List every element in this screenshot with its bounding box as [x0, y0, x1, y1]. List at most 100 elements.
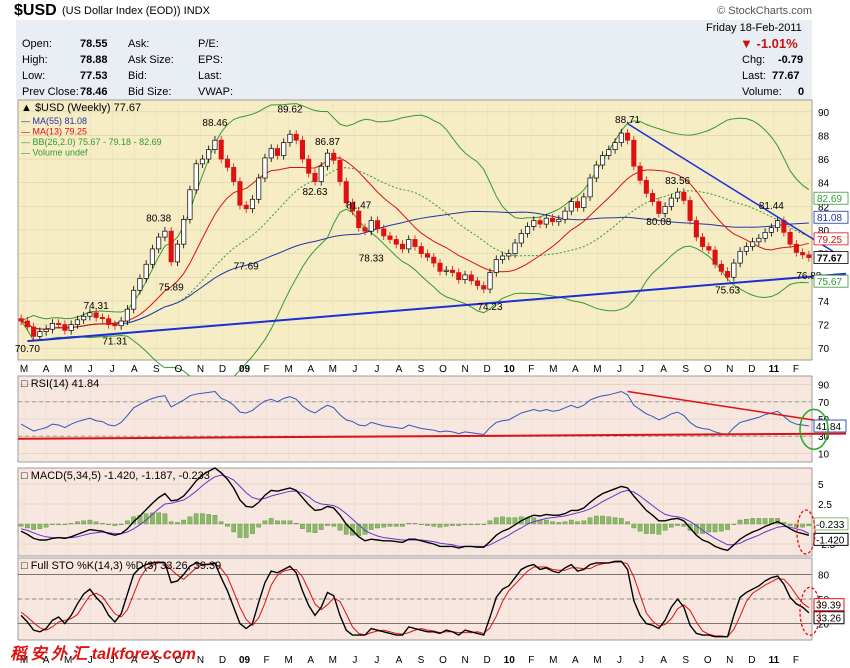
price-annotation-label: 80.08 [646, 217, 671, 228]
ma55-line [20, 210, 809, 330]
sto-d-line [20, 561, 810, 638]
macd-histogram-bar [381, 523, 387, 528]
candle-body [762, 232, 768, 239]
macd-histogram-bar [175, 522, 180, 525]
price-annotation-label: 75.63 [715, 286, 740, 297]
macd-histogram-bar [56, 523, 61, 525]
right-value-label: 82.69 [817, 194, 842, 205]
candle-body [800, 252, 806, 256]
change-pct-value: -1.01% [756, 36, 798, 51]
x-axis-label-bottom: A [131, 655, 138, 666]
sto-value-box [813, 598, 845, 612]
candle-body [593, 164, 599, 179]
candle-body [675, 191, 681, 199]
price-annotation-label: 76.88 [796, 271, 821, 282]
macd-histogram-bar [694, 523, 699, 534]
rsi-line [20, 390, 809, 436]
macd-histogram-bar [118, 523, 124, 525]
x-axis-label-bottom: 10 [504, 655, 516, 666]
symbol-name: (US Dollar Index (EOD)) [62, 5, 181, 17]
x-axis-label-bottom: J [352, 655, 357, 666]
ask-size-label: Ask Size: [128, 54, 174, 66]
candle-body [700, 236, 706, 247]
panel-0-ytick: 90 [818, 108, 830, 119]
candle-body [387, 235, 393, 240]
macd-value-label: -1.420 [816, 535, 845, 546]
x-axis-label: M [64, 364, 72, 375]
macd-histogram-bar [312, 523, 318, 533]
macd-histogram-bar [487, 520, 493, 525]
macd-histogram-bar [662, 523, 668, 531]
macd-signal-line [21, 474, 810, 547]
price-annotation-label: 82.63 [302, 187, 327, 198]
candle-body [631, 139, 637, 167]
candle-body [656, 201, 662, 214]
macd-histogram-bar [206, 514, 212, 525]
candle-body [706, 246, 712, 251]
macd-histogram-bar [631, 523, 637, 529]
x-axis-label: J [88, 364, 93, 375]
price-annotation-label: 71.31 [102, 337, 127, 348]
sto-k-line [20, 560, 810, 638]
candle-body [412, 239, 418, 247]
panel-2-ytick: 2.5 [818, 500, 832, 511]
candle-body [131, 289, 137, 310]
macd-histogram-bar [431, 523, 437, 527]
candle-body [156, 236, 162, 250]
price-annotation-label: 70.70 [15, 344, 40, 355]
candle-body [406, 239, 412, 250]
panel-1-ytick: 90 [818, 381, 830, 392]
x-axis-label-bottom: M [593, 655, 601, 666]
x-axis-label-bottom: D [748, 655, 755, 666]
macd-histogram-bar [618, 518, 624, 525]
macd-histogram-bar [43, 523, 49, 528]
macd-histogram-bar [331, 523, 337, 527]
panel-2-frame [17, 467, 813, 557]
price-annotation-label: 83.56 [665, 176, 690, 187]
panel-0-ytick: 72 [818, 321, 830, 332]
macd-histogram-bar [668, 523, 674, 528]
x-axis-label: A [307, 364, 314, 375]
candle-body [312, 172, 318, 182]
macd-histogram-bar [256, 523, 262, 528]
macd-histogram-bar [587, 517, 593, 525]
rsi-highlight-ellipse [799, 408, 829, 451]
candle-body [24, 320, 30, 328]
x-axis-label-bottom: M [64, 655, 72, 666]
candle-body [374, 220, 381, 230]
x-axis-label: S [418, 364, 425, 375]
last-price-value: 77.67 [772, 70, 800, 82]
macd-line [20, 467, 810, 552]
macd-histogram-bar [337, 523, 343, 531]
price-annotation-label: 88.46 [202, 118, 227, 129]
x-axis-label-bottom: O [439, 655, 447, 666]
down-arrow-icon: ▼ [740, 36, 753, 51]
macd-histogram-bar [787, 523, 793, 526]
macd-histogram-bar [162, 513, 168, 525]
candle-body [668, 197, 674, 207]
macd-histogram-bar [112, 523, 118, 526]
x-axis-label: M [329, 364, 337, 375]
x-axis-label-bottom: J [110, 655, 115, 666]
macd-histogram-bar [143, 513, 149, 525]
rsi-value-label: 41.84 [816, 422, 841, 433]
candle-body [162, 230, 168, 238]
candle-body [606, 149, 612, 156]
change-pct: ▼ -1.01% [740, 36, 798, 52]
candle-body [462, 274, 468, 280]
symbol-subtitle: (US Dollar Index (EOD)) INDX [62, 5, 210, 17]
candle-body [274, 148, 280, 156]
candle-body [306, 158, 312, 174]
high-value: 78.88 [80, 54, 108, 66]
candle-body [181, 219, 187, 245]
macd-histogram-bar [250, 523, 255, 534]
panel-0-ytick: 80 [818, 226, 830, 237]
macd-histogram-bar [218, 521, 224, 525]
right-value-label: 77.67 [817, 254, 842, 265]
macd-histogram-bar [156, 512, 162, 525]
candle-body [218, 139, 224, 160]
candle-body [331, 152, 337, 161]
macd-histogram-bar [150, 512, 155, 525]
high-label: High: [22, 54, 48, 66]
candle-body [81, 315, 87, 321]
